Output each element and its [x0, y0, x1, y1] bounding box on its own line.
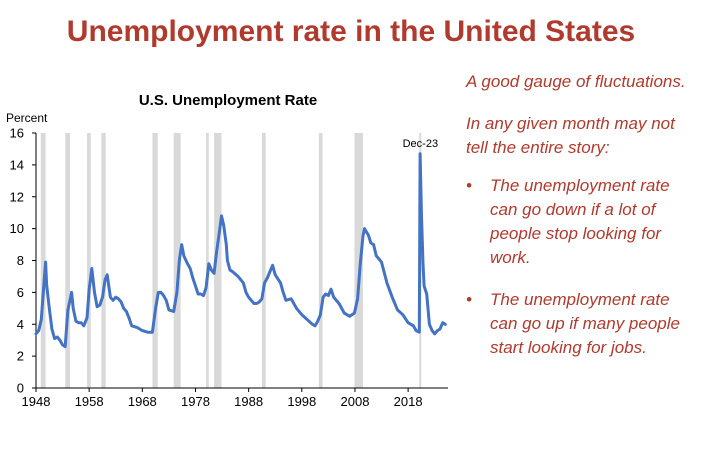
note-bullets: • The unemployment rate can go down if a… [466, 174, 700, 360]
recession-band [87, 133, 91, 388]
x-tick-label: 1978 [181, 394, 210, 409]
note-bullet-text: The unemployment rate can go up if many … [490, 290, 680, 357]
recession-bands [40, 133, 422, 388]
x-tick-label: 1988 [234, 394, 263, 409]
x-tick-label: 2018 [394, 394, 423, 409]
recession-band [40, 133, 46, 388]
y-tick-label: 10 [10, 221, 24, 236]
note-lead: In any given month may not tell the enti… [466, 114, 675, 157]
y-tick-label: 12 [10, 189, 24, 204]
bullet-marker: • [466, 290, 472, 309]
recession-band [152, 133, 158, 388]
note-bullet: • The unemployment rate can go up if man… [466, 288, 700, 360]
bullet-marker: • [466, 176, 472, 195]
chart-axes: 0 2 4 6 8 10 12 14 16 1948 1958 1968 1978 1988 1998 200… [10, 126, 448, 409]
slide-title: Unemployment rate in the United States [66, 15, 636, 48]
y-tick-label: 6 [17, 285, 24, 300]
recession-band [173, 133, 181, 388]
recession-band [214, 133, 222, 388]
peak-annotation: Dec-23 [403, 138, 438, 150]
unemployment-rate-line [34, 152, 447, 349]
note-intro: A good gauge of fluctuations. [466, 72, 686, 91]
note-bullet-text: The unemployment rate can go down if a l… [490, 176, 670, 267]
x-tick-label: 1968 [128, 394, 157, 409]
y-tick-label: 14 [10, 157, 24, 172]
side-notes: A good gauge of fluctuations. In any giv… [466, 70, 700, 378]
recession-band [206, 133, 209, 388]
y-tick-label: 8 [17, 253, 24, 268]
y-tick-label: 2 [17, 349, 24, 364]
x-tick-label: 1958 [75, 394, 104, 409]
recession-band [65, 133, 71, 388]
recession-band [261, 133, 266, 388]
recession-band [101, 133, 106, 388]
x-tick-label: 1998 [287, 394, 316, 409]
note-bullet: • The unemployment rate can go down if a… [466, 174, 700, 270]
recession-band [318, 133, 323, 388]
recession-band [354, 133, 363, 388]
chart-title: U.S. Unemployment Rate [139, 92, 317, 109]
y-tick-label: 4 [17, 317, 24, 332]
x-tick-label: 2008 [341, 394, 370, 409]
x-tick-label: 1948 [22, 394, 51, 409]
y-axis-label: Percent [6, 111, 48, 125]
y-tick-label: 0 [17, 381, 24, 396]
y-tick-label: 16 [10, 126, 24, 141]
